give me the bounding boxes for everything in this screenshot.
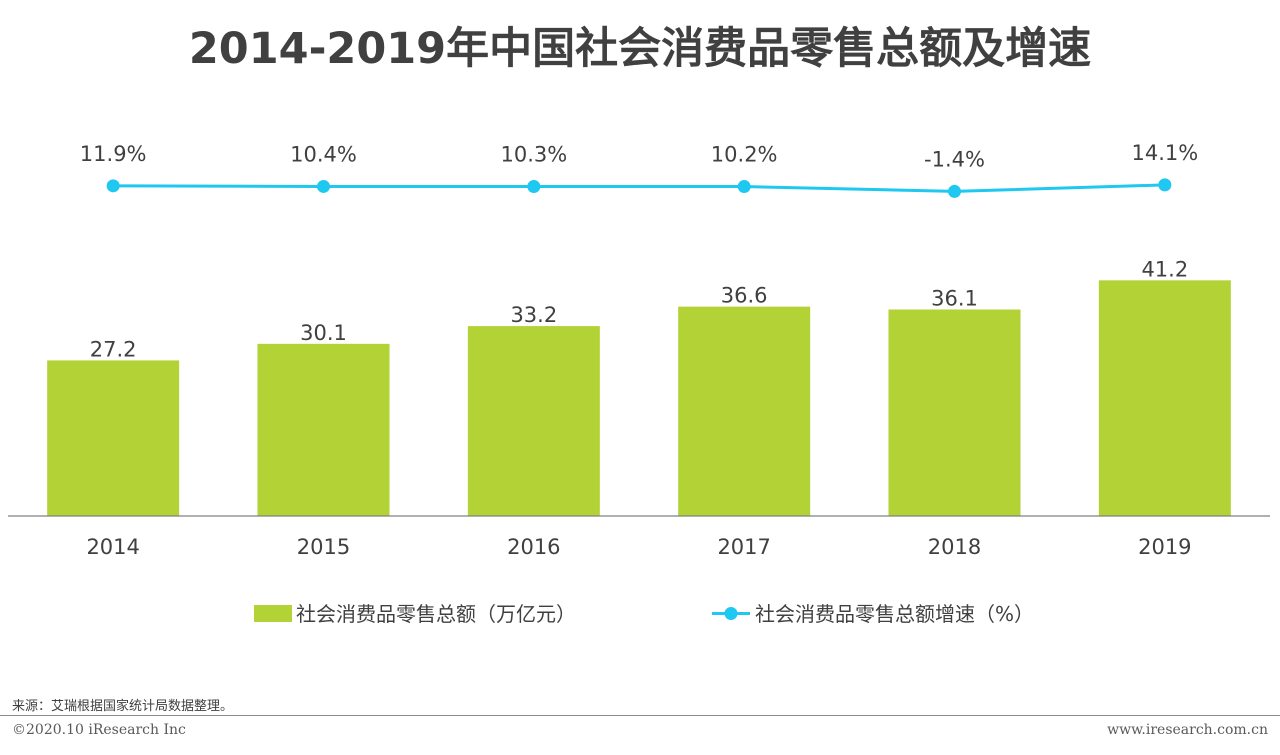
- growth-point: [317, 179, 330, 193]
- growth-point: [527, 180, 541, 193]
- bar: [888, 309, 1021, 516]
- growth-value-label: 11.9%: [80, 142, 147, 166]
- x-tick-label: 2016: [507, 535, 560, 559]
- bar: [467, 326, 600, 516]
- bar-value-label: 36.6: [721, 284, 768, 308]
- growth-point: [106, 179, 120, 193]
- legend-line-marker: [724, 607, 738, 620]
- bar-value-label: 27.2: [90, 337, 137, 361]
- x-tick-label: 2017: [717, 535, 770, 559]
- growth-value-label: 10.2%: [711, 143, 778, 167]
- legend-line-label: 社会消费品零售总额增速（%）: [755, 602, 1034, 626]
- bar: [257, 343, 390, 516]
- x-tick-label: 2014: [86, 535, 139, 559]
- growth-point: [737, 180, 751, 194]
- growth-value-label: 14.1%: [1131, 141, 1198, 165]
- growth-line: [113, 183, 1165, 193]
- bar-value-label: 36.1: [931, 287, 978, 311]
- x-tick-label: 2018: [928, 535, 981, 559]
- x-tick-label: 2019: [1138, 535, 1191, 559]
- source-note: 来源：艾瑞根据国家统计局数据整理。: [12, 699, 234, 714]
- copyright-text: ©2020.10 iResearch Inc: [12, 722, 186, 738]
- bar: [1098, 280, 1231, 516]
- x-tick-label: 2015: [297, 535, 350, 559]
- growth-point: [948, 184, 961, 198]
- bar-value-label: 33.2: [510, 303, 557, 327]
- growth-value-label: 10.3%: [500, 143, 567, 167]
- legend-bar-swatch: [254, 605, 292, 622]
- bar: [678, 306, 811, 516]
- bar-value-label: 41.2: [1141, 257, 1188, 281]
- chart-title: 2014-2019年中国社会消费品零售总额及增速: [188, 24, 1092, 74]
- growth-value-label: 10.4%: [290, 142, 357, 166]
- chart-area: 27.2 2014 30.1 2015 33.2 2016 36.6 2017 36.1 2018…: [8, 141, 1270, 626]
- legend-bar-label: 社会消费品零售总额（万亿元）: [296, 602, 576, 626]
- bar-value-label: 30.1: [300, 321, 347, 345]
- bar: [47, 360, 180, 516]
- growth-point: [1158, 178, 1172, 192]
- website-text: www.iresearch.com.cn: [1107, 722, 1268, 738]
- footer-divider: [0, 715, 1280, 716]
- growth-value-label: -1.4%: [924, 147, 985, 171]
